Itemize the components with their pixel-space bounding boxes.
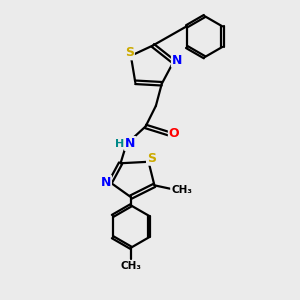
Text: N: N: [100, 176, 111, 189]
Text: CH₃: CH₃: [120, 261, 141, 271]
Text: H: H: [115, 139, 124, 148]
Text: S: S: [147, 152, 156, 165]
Text: S: S: [125, 46, 134, 59]
Text: N: N: [125, 137, 136, 150]
Text: O: O: [169, 127, 179, 140]
Text: CH₃: CH₃: [171, 185, 192, 195]
Text: N: N: [172, 54, 182, 67]
